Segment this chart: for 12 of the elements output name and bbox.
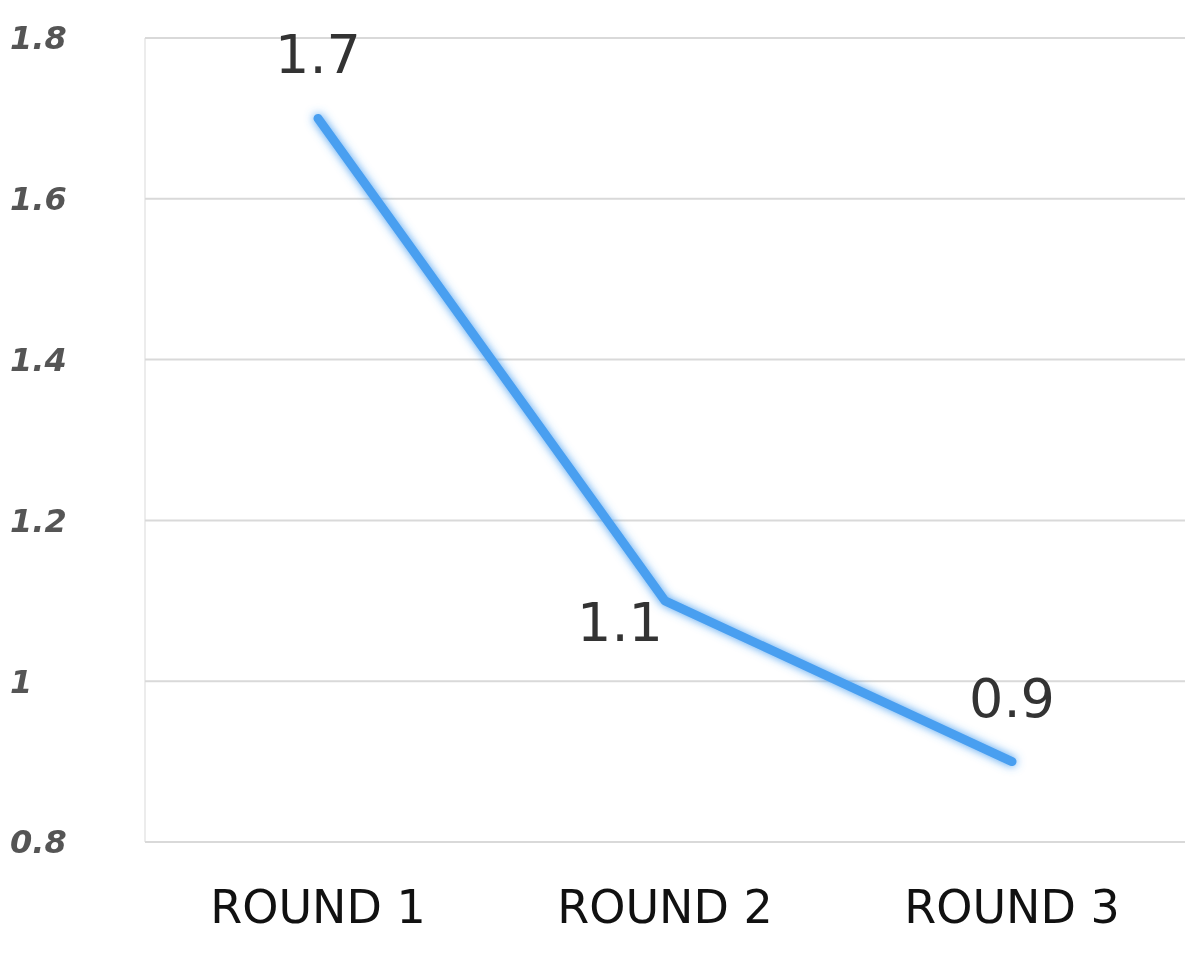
data-label: 1.1: [577, 590, 663, 654]
data-label: 1.7: [275, 23, 361, 87]
y-tick-label: 1: [10, 662, 33, 701]
y-tick-label: 1.6: [10, 180, 67, 219]
y-tick-label: 0.8: [10, 823, 67, 862]
y-tick-label: 1.4: [10, 340, 67, 379]
x-tick-label: ROUND 2: [557, 879, 773, 934]
x-tick-label: ROUND 1: [210, 879, 426, 934]
y-tick-label: 1.8: [10, 19, 67, 58]
data-label: 0.9: [969, 666, 1055, 730]
y-tick-label: 1.2: [10, 501, 67, 540]
x-tick-label: ROUND 3: [904, 879, 1120, 934]
